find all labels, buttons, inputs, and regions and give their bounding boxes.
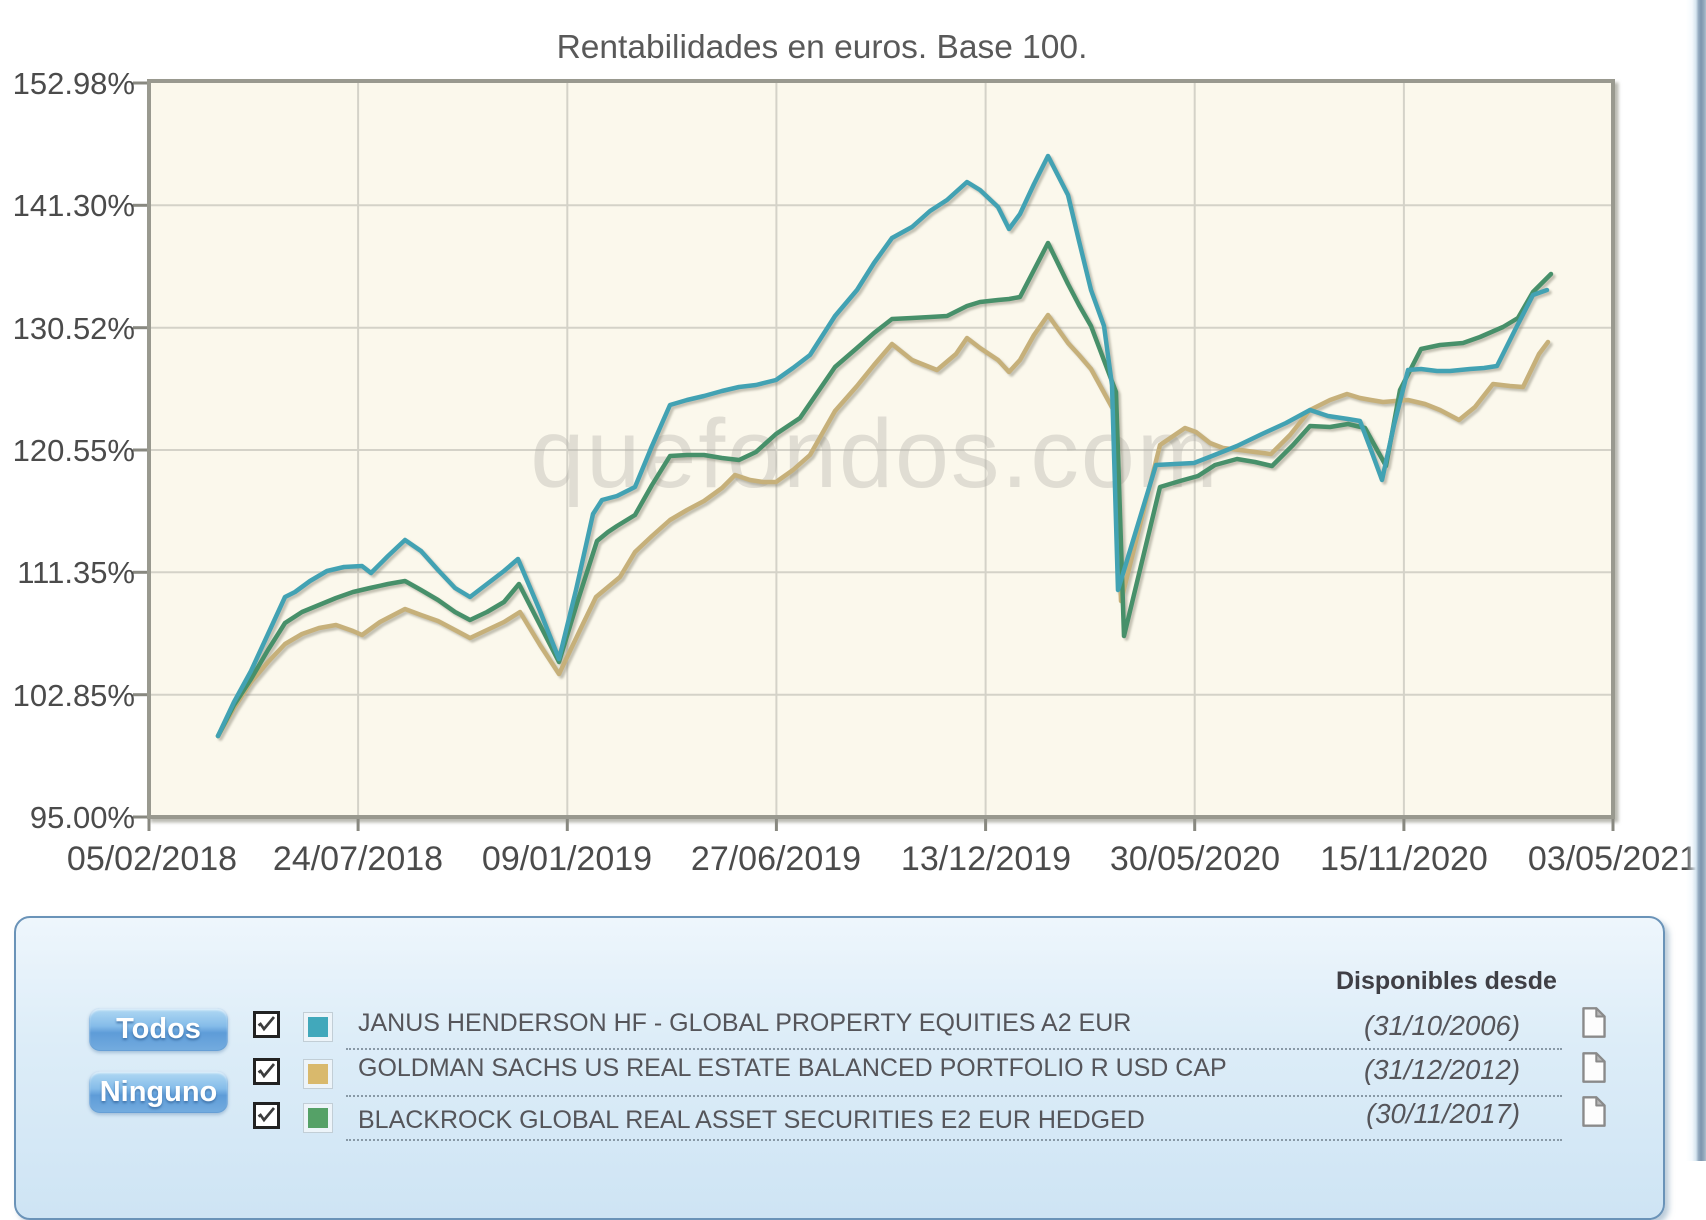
- svg-text:quefondos.com: quefondos.com: [530, 399, 1219, 508]
- svg-text:111.35%: 111.35%: [17, 555, 135, 590]
- svg-text:152.98%: 152.98%: [13, 66, 135, 101]
- svg-text:27/06/2019: 27/06/2019: [691, 840, 861, 878]
- svg-text:05/02/2018: 05/02/2018: [67, 840, 237, 878]
- svg-text:102.85%: 102.85%: [13, 678, 135, 713]
- svg-text:30/05/2020: 30/05/2020: [1110, 840, 1280, 878]
- svg-text:141.30%: 141.30%: [13, 188, 135, 223]
- svg-text:09/01/2019: 09/01/2019: [482, 840, 652, 878]
- svg-text:120.55%: 120.55%: [13, 433, 135, 468]
- svg-text:03/05/2021: 03/05/2021: [1528, 840, 1698, 878]
- svg-text:130.52%: 130.52%: [13, 311, 135, 346]
- svg-text:Rentabilidades en euros. Base: Rentabilidades en euros. Base 100.: [557, 29, 1088, 66]
- svg-text:15/11/2020: 15/11/2020: [1320, 840, 1488, 878]
- svg-text:95.00%: 95.00%: [30, 800, 135, 835]
- svg-text:13/12/2019: 13/12/2019: [901, 840, 1071, 878]
- svg-text:24/07/2018: 24/07/2018: [273, 840, 443, 878]
